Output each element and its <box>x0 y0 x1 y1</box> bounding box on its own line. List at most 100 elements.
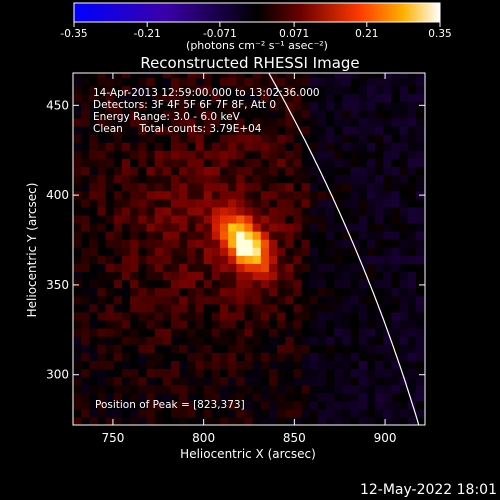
heatmap-cell <box>146 384 156 394</box>
heatmap-cell <box>73 239 82 248</box>
heatmap-cell <box>81 352 90 361</box>
heatmap-cell <box>317 384 327 394</box>
heatmap-cell <box>415 182 425 192</box>
heatmap-cell <box>81 190 90 200</box>
heatmap-cell <box>187 85 197 95</box>
heatmap-cell <box>391 150 401 159</box>
heatmap-cell <box>252 392 262 402</box>
heatmap-cell <box>293 344 303 353</box>
heatmap-cell <box>195 231 205 240</box>
heatmap-cell <box>97 271 107 281</box>
heatmap-cell <box>211 328 221 337</box>
heatmap-cell <box>113 77 123 87</box>
heatmap-cell <box>130 214 139 224</box>
heatmap-cell <box>407 214 417 224</box>
heatmap-cell <box>170 101 180 111</box>
heatmap-cell <box>350 214 360 224</box>
heatmap-cell <box>309 239 319 248</box>
heatmap-cell <box>342 392 352 402</box>
heatmap-cell <box>415 109 425 119</box>
heatmap-cell <box>170 319 180 329</box>
heatmap-cell <box>219 77 229 87</box>
heatmap-cell <box>277 271 286 281</box>
heatmap-cell <box>89 214 99 224</box>
heatmap-cell <box>195 408 205 418</box>
heatmap-cell <box>366 206 376 216</box>
heatmap-cell <box>317 303 327 313</box>
heatmap-cell <box>89 416 99 425</box>
heatmap-cell <box>138 319 148 329</box>
heatmap-cell <box>203 206 213 216</box>
heatmap-cell <box>121 142 131 151</box>
heatmap-cell <box>73 336 82 345</box>
heatmap-cell <box>252 311 262 321</box>
heatmap-cell <box>268 247 278 256</box>
heatmap-cell <box>375 336 384 345</box>
heatmap-cell <box>342 360 352 370</box>
heatmap-cell <box>179 222 188 232</box>
heatmap-cell <box>219 392 229 402</box>
heatmap-cell <box>211 336 221 345</box>
heatmap-cell <box>105 416 115 425</box>
heatmap-cell <box>146 255 156 264</box>
heatmap-cell <box>375 101 384 111</box>
heatmap-cell <box>399 174 409 184</box>
heatmap-cell <box>236 247 246 256</box>
heatmap-cell <box>326 150 335 159</box>
heatmap-cell <box>317 295 327 305</box>
heatmap-cell <box>391 311 401 321</box>
heatmap-cell <box>399 328 409 337</box>
heatmap-cell <box>81 376 90 386</box>
heatmap-cell <box>154 158 164 167</box>
heatmap-cell <box>301 368 311 378</box>
heatmap-cell <box>154 101 164 111</box>
heatmap-cell <box>187 125 197 135</box>
heatmap-cell <box>350 150 360 159</box>
heatmap-cell <box>260 247 270 256</box>
heatmap-cell <box>244 214 254 224</box>
heatmap-cell <box>334 77 344 87</box>
x-tick-label: 750 <box>101 431 124 445</box>
heatmap-cell <box>334 416 344 425</box>
heatmap-cell <box>179 279 188 289</box>
heatmap-cell <box>326 77 335 87</box>
heatmap-cell <box>203 134 213 143</box>
heatmap-cell <box>407 158 417 167</box>
heatmap-cell <box>154 360 164 370</box>
heatmap-cell <box>342 384 352 394</box>
heatmap-cell <box>407 125 417 135</box>
heatmap-cell <box>130 295 139 305</box>
heatmap-cell <box>105 231 115 240</box>
heatmap-cell <box>138 109 148 119</box>
heatmap-cell <box>399 360 409 370</box>
heatmap-cell <box>375 408 384 418</box>
heatmap-cell <box>399 182 409 192</box>
heatmap-cell <box>211 392 221 402</box>
heatmap-cell <box>89 263 99 273</box>
heatmap-cell <box>89 319 99 329</box>
heatmap-cell <box>334 344 344 353</box>
heatmap-cell <box>268 352 278 361</box>
heatmap-cell <box>121 328 131 337</box>
heatmap-cell <box>415 295 425 305</box>
heatmap-cell <box>399 303 409 313</box>
heatmap-cell <box>317 287 327 297</box>
heatmap-cell <box>244 392 254 402</box>
heatmap-cell <box>317 158 327 167</box>
heatmap-cell <box>301 263 311 273</box>
heatmap-cell <box>228 311 237 321</box>
heatmap-cell <box>342 295 352 305</box>
heatmap-cell <box>195 73 205 79</box>
heatmap-cell <box>391 400 401 410</box>
heatmap-cell <box>138 206 148 216</box>
heatmap-cell <box>113 344 123 353</box>
heatmap-cell <box>113 247 123 256</box>
heatmap-cell <box>334 73 344 79</box>
heatmap-cell <box>121 279 131 289</box>
heatmap-cell <box>81 93 90 103</box>
heatmap-cell <box>219 93 229 103</box>
heatmap-cell <box>105 295 115 305</box>
heatmap-cell <box>334 134 344 143</box>
heatmap-cell <box>162 231 172 240</box>
heatmap-cell <box>326 117 335 127</box>
